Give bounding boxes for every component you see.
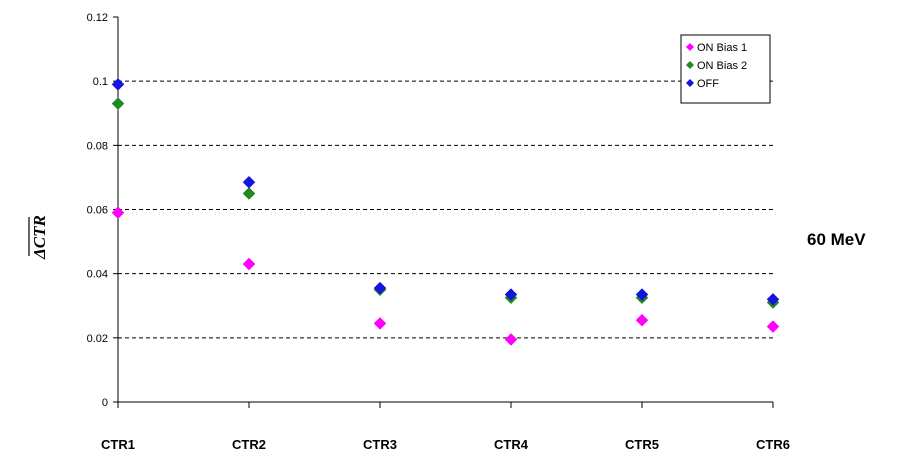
legend-marker — [686, 61, 694, 69]
legend-marker — [686, 79, 694, 87]
y-tick-label: 0.04 — [87, 269, 108, 281]
data-points — [111, 78, 780, 346]
y-axis-label-group: ΔCTR — [28, 215, 49, 260]
legend-box — [680, 34, 771, 104]
x-tick-label: CTR5 — [625, 437, 659, 452]
data-point-on-bias-1 — [373, 317, 387, 330]
y-tick-label: 0 — [102, 397, 108, 409]
data-point-off — [111, 78, 125, 91]
x-tick-label: CTR4 — [494, 437, 529, 452]
x-tick-label: CTR1 — [101, 437, 135, 452]
gridlines — [118, 80, 773, 339]
data-point-on-bias-2 — [111, 97, 125, 110]
legend: ON Bias 1 ON Bias 2 OFF — [680, 34, 771, 104]
y-tick-label: 0.02 — [87, 333, 108, 345]
data-point-on-bias-1 — [504, 333, 518, 346]
legend-label: ON Bias 1 — [697, 42, 747, 54]
legend-label: ON Bias 2 — [697, 60, 747, 72]
x-tick-label: CTR6 — [756, 437, 790, 452]
energy-annotation: 60 MeV — [807, 230, 866, 249]
data-point-off — [504, 288, 518, 301]
y-tick-labels: 0 0.02 0.04 0.06 0.08 0.1 0.12 — [87, 12, 108, 409]
y-tick-label: 0.12 — [87, 12, 108, 24]
y-tick-label: 0.1 — [93, 76, 108, 88]
data-point-off — [766, 292, 780, 306]
data-point-off — [635, 288, 649, 301]
data-point-on-bias-2 — [242, 187, 256, 200]
y-tick-label: 0.08 — [87, 140, 108, 152]
data-point-off — [242, 175, 256, 189]
y-axis-label: ΔCTR — [30, 215, 49, 260]
data-point-on-bias-1 — [111, 206, 125, 220]
data-point-off — [373, 281, 387, 295]
x-tick-label: CTR2 — [232, 437, 266, 452]
x-tick-label: CTR3 — [363, 437, 397, 452]
x-tick-labels: CTR1 CTR2 CTR3 CTR4 CTR5 CTR6 — [101, 437, 790, 452]
axes — [113, 16, 774, 408]
data-point-on-bias-1 — [635, 313, 649, 327]
legend-label: OFF — [697, 78, 719, 90]
y-tick-label: 0.06 — [87, 205, 108, 217]
data-point-on-bias-1 — [242, 257, 256, 271]
legend-marker — [686, 43, 694, 51]
data-point-on-bias-1 — [766, 320, 780, 333]
